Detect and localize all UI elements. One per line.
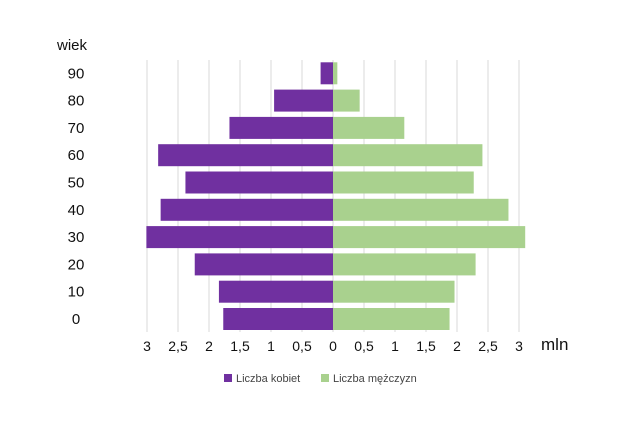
bar-women-age-0 [223,308,333,330]
bar-men-age-70 [333,116,405,139]
y-tick-label: 30 [68,229,85,246]
x-tick-label: 1,5 [416,338,436,354]
bar-women-age-30 [146,226,333,249]
y-tick-label: 70 [68,120,85,137]
bar-men-age-20 [333,253,476,276]
legend: Liczba kobiet Liczba mężczyzn [224,373,417,385]
y-tick-label: 10 [68,284,85,301]
bar-men-age-90 [333,62,338,85]
x-tick-label: 0,5 [292,338,312,354]
y-tick-label: 20 [68,256,85,273]
x-unit-label: mln [541,335,568,354]
bar-women-age-50 [185,171,333,194]
x-tick-label: 1 [267,338,275,354]
y-tick-label: 90 [68,65,85,82]
bar-men-age-30 [333,226,526,249]
bar-women-age-10 [218,280,333,303]
bar-men-age-60 [333,144,483,167]
bar-women-age-60 [158,144,333,167]
legend-label-men: Liczba mężczyzn [333,373,417,385]
legend-swatch-men [321,374,329,382]
bar-women-age-70 [229,116,333,139]
legend-swatch-women [224,374,232,382]
x-tick-label: 0,5 [354,338,374,354]
y-tick-label: 60 [68,147,85,164]
bar-men-age-50 [333,171,474,194]
x-tick-label: 3 [515,338,523,354]
bar-women-age-40 [160,198,333,221]
x-tick-label: 3 [143,338,151,354]
x-tick-label: 2,5 [478,338,498,354]
y-tick-label: 80 [68,93,85,110]
x-tick-label: 2 [453,338,461,354]
bar-women-age-80 [274,89,333,112]
bar-men-age-10 [333,280,455,303]
x-tick-label: 1,5 [230,338,250,354]
bar-women-age-90 [320,62,333,85]
y-tick-label: 40 [68,202,85,219]
bar-men-age-40 [333,198,509,221]
y-axis-ticks: 0 10 20 30 40 50 60 70 80 90 [68,65,85,328]
x-tick-label: 2,5 [168,338,188,354]
bar-men-age-0 [333,308,450,330]
bar-women-age-20 [194,253,333,276]
x-axis-ticks: 3 2,5 2 1,5 1 0,5 0 0,5 1 1,5 2 2,5 3 [143,338,523,354]
x-tick-label: 0 [329,338,337,354]
bar-men-age-80 [333,89,360,112]
y-tick-label: 0 [72,311,80,328]
bars [146,62,526,330]
y-axis-title: wiek [56,37,88,54]
y-tick-label: 50 [68,175,85,192]
legend-label-women: Liczba kobiet [236,373,300,385]
x-tick-label: 2 [205,338,213,354]
x-tick-label: 1 [391,338,399,354]
